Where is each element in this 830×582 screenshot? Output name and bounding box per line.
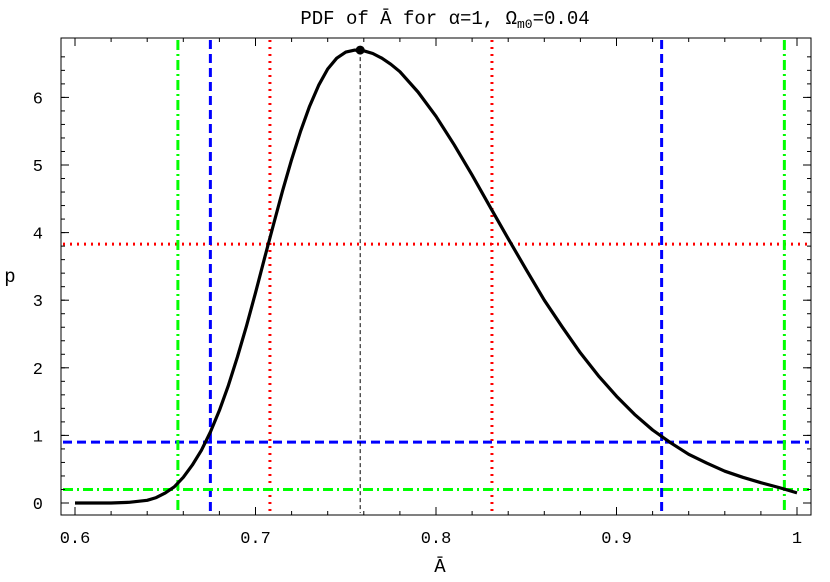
pdf-curve-series-0: [75, 48, 798, 505]
y-tick-label: 4: [33, 226, 43, 245]
plot-marks: [63, 40, 809, 513]
x-tick-label: 0.9: [601, 530, 632, 549]
axis-ticks: 0.6 0.7 0.8 0.9 1 0 1 2 3 4 5 6: [33, 38, 811, 549]
x-tick-label: 0.8: [421, 530, 452, 549]
y-tick-label: 3: [33, 293, 43, 312]
x-tick-label: 0.7: [240, 530, 271, 549]
y-tick-label: 2: [33, 361, 43, 380]
peak-point: [355, 45, 365, 55]
x-tick-label: 0.6: [60, 530, 91, 549]
y-tick-label: 0: [33, 496, 43, 515]
x-axis-title: Ā: [434, 556, 446, 578]
x-tick-label: 1: [792, 530, 802, 549]
chart-title: PDF of Ā for α=1, Ωm0=0.04: [300, 8, 589, 32]
chart-title-subscript: m0: [517, 17, 533, 32]
y-axis-title: p: [4, 266, 15, 288]
chart-title-main: PDF of Ā for α=1, Ω: [300, 8, 517, 30]
y-tick-label: 6: [33, 90, 43, 109]
y-tick-label: 5: [33, 158, 43, 177]
chart-title-tail: =0.04: [533, 8, 590, 30]
y-tick-label: 1: [33, 428, 43, 447]
